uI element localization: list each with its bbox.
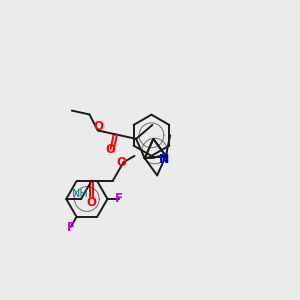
Text: F: F (115, 193, 123, 206)
Text: N: N (159, 153, 169, 166)
Text: O: O (116, 156, 126, 169)
Text: F: F (67, 220, 75, 233)
Text: O: O (87, 196, 97, 208)
Text: O: O (105, 143, 115, 156)
Text: O: O (94, 121, 103, 134)
Text: NH: NH (72, 189, 89, 199)
